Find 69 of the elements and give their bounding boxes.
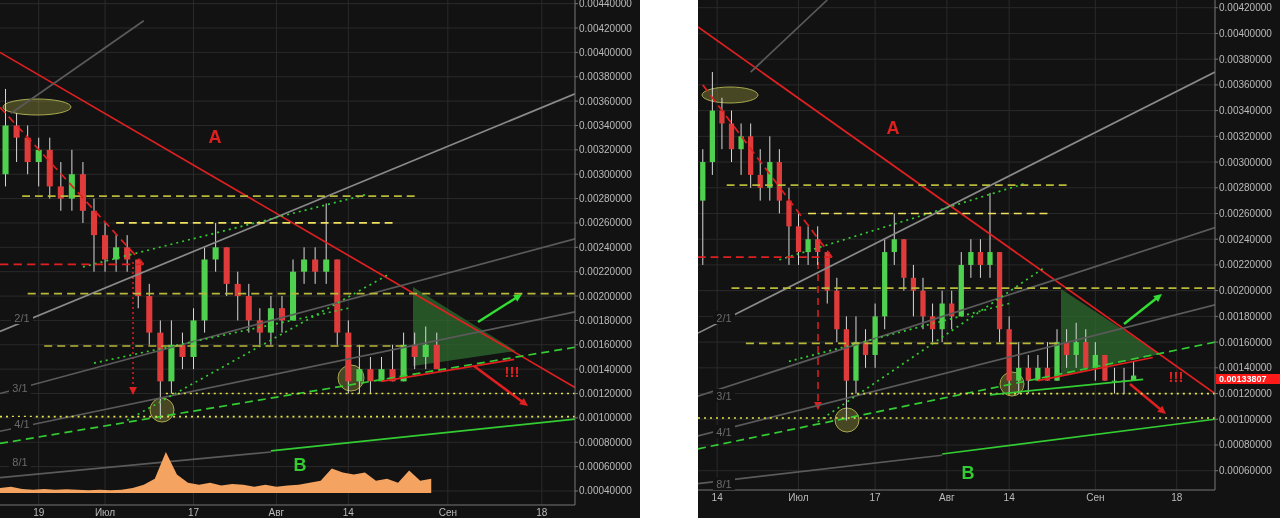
y-tick-label: 0.00360000 xyxy=(579,95,633,107)
x-tick-label: 14 xyxy=(711,492,724,503)
y-tick-label: 0.00340000 xyxy=(579,119,633,131)
y-tick-label: 0.00200000 xyxy=(1219,285,1273,297)
annotation: 3/1 xyxy=(716,389,732,402)
y-tick-label: 0.00220000 xyxy=(1219,259,1273,271)
y-tick-label: 0.00420000 xyxy=(579,22,633,34)
y-tick-label: 0.00160000 xyxy=(579,339,633,351)
annotation: 2/1 xyxy=(716,311,732,324)
x-tick-label: Авг xyxy=(939,492,956,503)
y-tick-label: 0.00360000 xyxy=(1219,79,1273,91)
annotation: A xyxy=(886,118,900,139)
y-tick-label: 0.00080000 xyxy=(579,436,633,448)
annotation: B xyxy=(961,463,975,484)
x-tick-label: Авг xyxy=(268,507,285,518)
y-tick-label: 0.00220000 xyxy=(579,266,633,278)
y-tick-label: 0.00080000 xyxy=(1219,439,1273,451)
annotation: 4/1 xyxy=(14,417,30,430)
y-tick-label: 0.00240000 xyxy=(1219,233,1273,245)
y-tick-label: 0.00140000 xyxy=(579,363,633,375)
y-tick-label: 0.00120000 xyxy=(579,388,633,400)
y-tick-label: 0.00240000 xyxy=(579,241,633,253)
x-tick-label: 18 xyxy=(536,507,548,518)
y-tick-label: 0.00200000 xyxy=(579,290,633,302)
annotation: !!! xyxy=(1168,368,1184,386)
x-tick-label: 17 xyxy=(869,492,882,503)
y-tick-label: 0.00060000 xyxy=(1219,465,1273,477)
annotation: B xyxy=(293,455,307,476)
x-tick-label: Июл xyxy=(788,492,809,503)
annotation: 8/1 xyxy=(12,455,28,468)
y-tick-label: 0.00180000 xyxy=(579,314,633,326)
y-tick-label: 0.00420000 xyxy=(1219,2,1273,14)
x-tick-label: 14 xyxy=(342,507,355,518)
y-tick-label: 0.00160000 xyxy=(1219,336,1273,348)
y-tick-label: 0.00400000 xyxy=(1219,27,1273,39)
x-tick-label: Сен xyxy=(438,507,457,518)
y-tick-label: 0.00280000 xyxy=(1219,182,1273,194)
annotation: 4/1 xyxy=(716,425,732,438)
y-tick-label: 0.00100000 xyxy=(579,412,633,424)
annotation: !!! xyxy=(504,363,520,381)
y-tick-label: 0.00400000 xyxy=(579,46,633,58)
y-tick-label: 0.00060000 xyxy=(579,461,633,473)
y-tick-label: 0.00380000 xyxy=(579,71,633,83)
y-tick-label: 0.00380000 xyxy=(1219,53,1273,65)
y-tick-label: 0.00320000 xyxy=(1219,130,1273,142)
annotation: 8/1 xyxy=(716,477,732,490)
y-tick-label: 0.00300000 xyxy=(1219,156,1273,168)
x-tick-label: 18 xyxy=(1171,492,1183,503)
y-tick-label: 0.00100000 xyxy=(1219,413,1273,425)
y-tick-label: 0.00440000 xyxy=(579,0,633,10)
y-tick-label: 0.00120000 xyxy=(1219,388,1273,400)
x-tick-label: 17 xyxy=(187,507,200,518)
text: 0.00133807 xyxy=(1219,374,1267,385)
x-tick-label: Июл xyxy=(94,507,116,518)
y-tick-label: 0.00140000 xyxy=(1219,362,1273,374)
annotation: 3/1 xyxy=(12,381,28,394)
y-tick-label: 0.00320000 xyxy=(579,144,633,156)
y-tick-label: 0.00300000 xyxy=(579,168,633,180)
x-tick-label: 14 xyxy=(1003,492,1016,503)
x-tick-label: 19 xyxy=(33,507,45,518)
y-tick-label: 0.00040000 xyxy=(579,485,633,497)
y-tick-label: 0.00340000 xyxy=(1219,105,1273,117)
annotation: A xyxy=(208,127,222,148)
y-tick-label: 0.00260000 xyxy=(1219,207,1273,219)
x-tick-label: Сен xyxy=(1086,492,1105,503)
y-tick-label: 0.00180000 xyxy=(1219,310,1273,322)
y-tick-label: 0.00280000 xyxy=(579,193,633,205)
annotation: 2/1 xyxy=(14,311,30,324)
y-tick-label: 0.00260000 xyxy=(579,217,633,229)
